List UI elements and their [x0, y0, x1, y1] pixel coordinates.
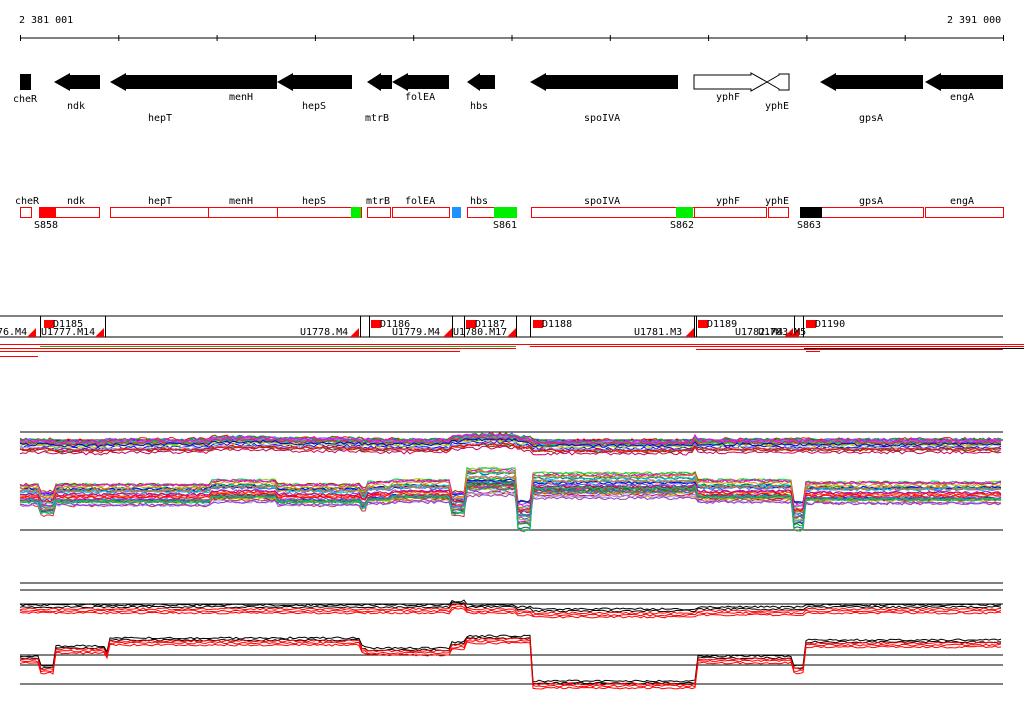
- feature-box-spoIVA[interactable]: [531, 207, 695, 218]
- gene-label-engA: engA: [950, 92, 974, 103]
- gene-engA[interactable]: engA: [925, 73, 1003, 103]
- segment-label-D1189: D1189: [707, 319, 737, 330]
- feature-label-engA: engA: [950, 196, 974, 207]
- marker-green-hepS[interactable]: [351, 207, 361, 218]
- gene-yphE[interactable]: yphE: [765, 73, 790, 112]
- feature-track: cheR ndk hepT menH hepS mtrB folEA hbs s…: [15, 196, 1004, 231]
- ruler-end-label: 2 391 000: [947, 15, 1001, 26]
- marker-label-S858: S858: [34, 220, 58, 231]
- feature-label-cheR: cheR: [15, 196, 40, 207]
- segment-start-D1186[interactable]: [371, 320, 381, 328]
- feature-label-hepS: hepS: [302, 196, 326, 207]
- gene-ndk[interactable]: ndk: [54, 73, 100, 112]
- gene-label-mtrB: mtrB: [365, 113, 389, 124]
- gene-label-hepS: hepS: [302, 101, 326, 112]
- feature-label-menH: menH: [229, 196, 253, 207]
- marker-label-S862: S862: [670, 220, 694, 231]
- feature-box-mtrB[interactable]: [367, 207, 391, 218]
- gene-mtrB[interactable]: mtrB: [365, 73, 392, 124]
- gene-label-folEA: folEA: [405, 92, 435, 103]
- segment-label-U1777: U1777.M14: [41, 327, 95, 338]
- gene-hepT[interactable]: hepT: [110, 73, 216, 124]
- expression-profile-panel-multi: [19, 431, 1003, 533]
- marker-blue[interactable]: [452, 207, 461, 218]
- segment-label-D1186: D1186: [380, 319, 410, 330]
- feature-label-spoIVA: spoIVA: [584, 196, 620, 207]
- feature-box-yphE[interactable]: [768, 207, 789, 218]
- gene-arrow-track: cheR ndk hepT menH hepS mtrB folEA hbs: [13, 72, 1003, 124]
- gene-label-menH: menH: [229, 92, 253, 103]
- feature-label-folEA: folEA: [405, 196, 435, 207]
- segment-label-D1190: D1190: [815, 319, 845, 330]
- expression-profile-panel-strand: [19, 582, 1003, 690]
- gene-label-hepT: hepT: [148, 113, 172, 124]
- coordinate-ruler: 2 381 001 2 391 000: [19, 15, 1004, 41]
- feature-box-ndk[interactable]: [54, 207, 100, 218]
- gene-label-yphF: yphF: [716, 92, 740, 103]
- segment-label-U1778: U1778.M4: [300, 327, 348, 338]
- gene-label-ndk: ndk: [67, 101, 85, 112]
- marker-S861[interactable]: [494, 207, 517, 218]
- gene-label-yphE: yphE: [765, 101, 789, 112]
- feature-label-hepT: hepT: [148, 196, 172, 207]
- feature-label-mtrB: mtrB: [366, 196, 390, 207]
- marker-label-S861: S861: [493, 220, 517, 231]
- feature-box-cheR[interactable]: [20, 207, 32, 218]
- segment-start-D1187[interactable]: [466, 320, 476, 328]
- feature-box-engA[interactable]: [925, 207, 1004, 218]
- feature-label-gpsA: gpsA: [859, 196, 883, 207]
- gene-label-hbs: hbs: [470, 101, 488, 112]
- segment-label-U1783: U1783.M5: [758, 327, 806, 338]
- feature-box-gpsA[interactable]: [821, 207, 924, 218]
- ruler-ticks: [20, 35, 1004, 41]
- feature-box-folEA[interactable]: [392, 207, 450, 218]
- segment-start-D1189[interactable]: [698, 320, 708, 328]
- gene-spoIVA[interactable]: spoIVA: [530, 73, 678, 124]
- ruler-start-label: 2 381 001: [19, 15, 73, 26]
- feature-box-yphF[interactable]: [694, 207, 767, 218]
- segment-start-D1188[interactable]: [533, 320, 543, 328]
- feature-label-yphE: yphE: [765, 196, 789, 207]
- feature-label-yphF: yphF: [716, 196, 740, 207]
- gene-hepS[interactable]: hepS: [277, 73, 352, 112]
- feature-label-ndk: ndk: [67, 196, 85, 207]
- segment-start-D1185[interactable]: [44, 320, 54, 328]
- segment-label-D1187: D1187: [475, 319, 505, 330]
- gene-label-gpsA: gpsA: [859, 113, 883, 124]
- segment-label-U1782: U1782.M4: [735, 327, 783, 338]
- marker-label-S863: S863: [797, 220, 821, 231]
- segment-label-U1780: U1780.M17: [453, 327, 507, 338]
- gene-yphF[interactable]: yphF: [693, 72, 769, 103]
- segment-track: D1185 D1186 D1187 D1188 D1189 D1190 76.M…: [0, 315, 1024, 357]
- segment-label-D1185: D1185: [53, 319, 83, 330]
- gene-label-cheR: cheR: [13, 94, 38, 105]
- segment-label-U1781: U1781.M3: [634, 327, 682, 338]
- feature-box-hepT[interactable]: [110, 207, 209, 218]
- feature-box-hepS[interactable]: [277, 207, 362, 218]
- gene-cheR[interactable]: cheR: [13, 74, 38, 105]
- segment-start-D1190[interactable]: [806, 320, 816, 328]
- segment-label-U1779: U1779.M4: [392, 327, 440, 338]
- gene-label-spoIVA: spoIVA: [584, 113, 620, 124]
- marker-S858[interactable]: [39, 207, 56, 218]
- gene-menH[interactable]: menH: [212, 75, 277, 103]
- segment-label-U-76M4: 76.M4: [0, 327, 27, 338]
- feature-box-menH[interactable]: [208, 207, 278, 218]
- marker-S862[interactable]: [676, 207, 693, 218]
- feature-label-hbs: hbs: [470, 196, 488, 207]
- gene-gpsA[interactable]: gpsA: [820, 73, 923, 124]
- gene-hbs[interactable]: hbs: [467, 73, 495, 112]
- marker-S863[interactable]: [800, 207, 822, 218]
- segment-label-D1188: D1188: [542, 319, 572, 330]
- gene-folEA[interactable]: folEA: [392, 73, 449, 103]
